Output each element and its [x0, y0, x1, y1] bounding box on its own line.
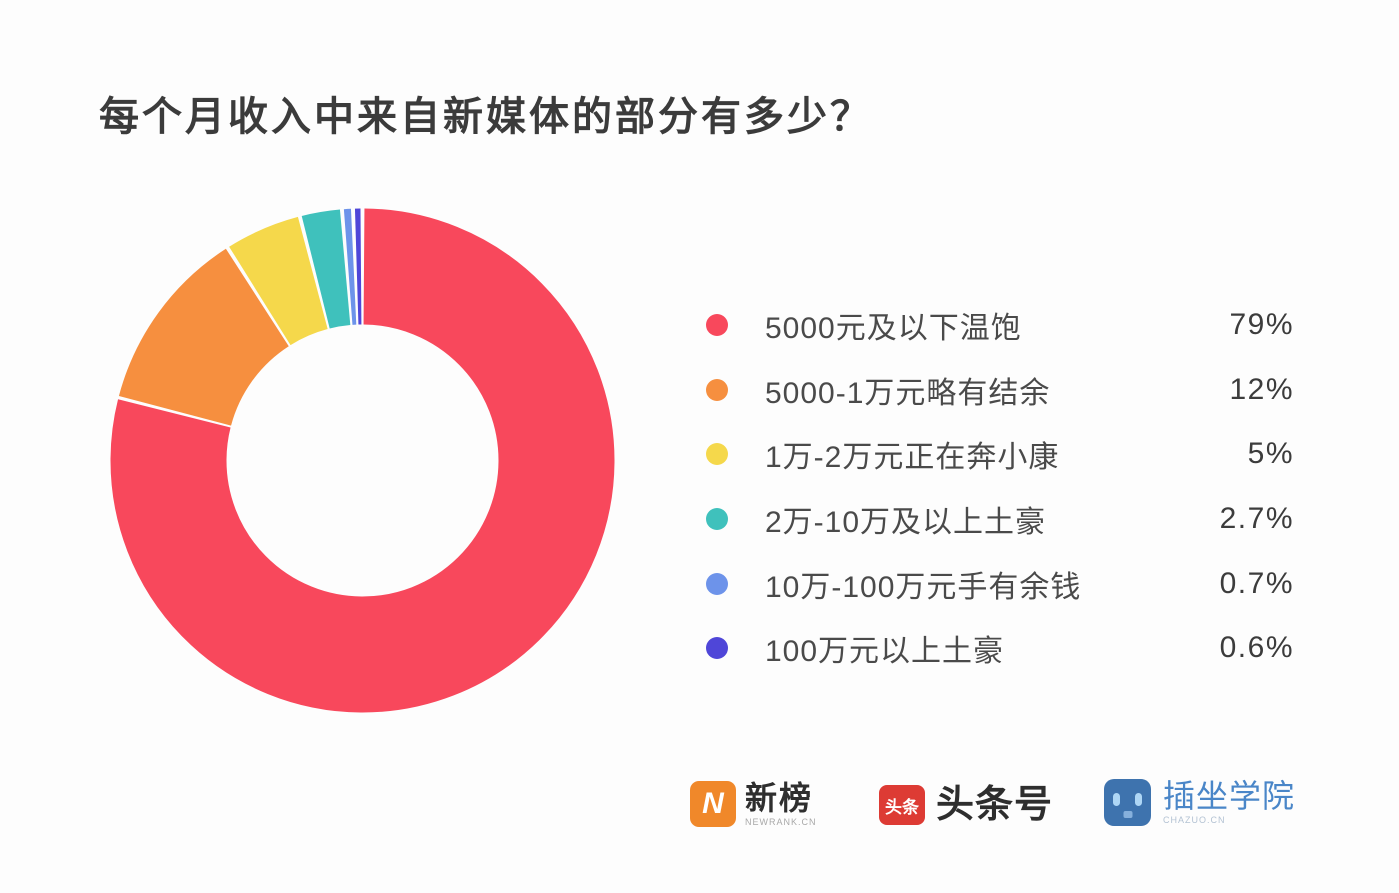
newrank-subtitle: NEWRANK.CN — [745, 816, 817, 827]
legend-item: 1万-2万元正在奔小康 5% — [706, 422, 1294, 487]
legend-label: 10万-100万元手有余钱 — [765, 570, 1082, 604]
legend-value: 0.6% — [1219, 631, 1294, 665]
newrank-title: 新榜 — [745, 779, 814, 816]
legend-dot — [706, 443, 728, 466]
legend-label: 2万-10万及以上土豪 — [765, 506, 1047, 540]
legend-dot — [706, 378, 728, 401]
robot-eye-right — [1135, 793, 1142, 806]
toutiao-logo: 头条 头条号 — [879, 785, 1053, 825]
newrank-mark-letter: N — [702, 787, 724, 820]
donut-segment — [110, 208, 615, 713]
legend-item: 2万-10万及以上土豪 2.7% — [706, 487, 1294, 552]
legend-value: 0.7% — [1219, 566, 1294, 600]
newrank-logo: N 新榜 NEWRANK.CN — [690, 781, 817, 827]
legend-value: 2.7% — [1219, 502, 1294, 536]
legend-dot — [706, 314, 728, 337]
legend-value: 5% — [1247, 437, 1294, 471]
donut-segment — [110, 208, 615, 713]
legend-value: 12% — [1229, 372, 1294, 406]
toutiao-logo-icon: 头条 — [879, 785, 925, 825]
legend-item: 100万元以上土豪 0.6% — [706, 616, 1294, 681]
robot-eye-left — [1113, 793, 1120, 806]
robot-mouth — [1123, 811, 1132, 818]
legend-item: 10万-100万元手有余钱 0.7% — [706, 551, 1294, 616]
donut-segment — [110, 208, 615, 713]
legend-value: 79% — [1229, 308, 1294, 342]
chazuo-logo-text: 插坐学院 CHAZUO.CN — [1163, 780, 1295, 825]
legend-label: 1万-2万元正在奔小康 — [765, 441, 1060, 475]
chart-legend: 5000元及以下温饱 79% 5000-1万元略有结余 12% 1万-2万元正在… — [706, 293, 1294, 681]
chazuo-robot-icon — [1104, 779, 1151, 826]
legend-label: 5000-1万元略有结余 — [765, 376, 1051, 410]
legend-item: 5000-1万元略有结余 12% — [706, 358, 1294, 423]
toutiao-mark-text: 头条 — [885, 797, 919, 817]
legend-dot — [706, 572, 728, 595]
donut-chart — [110, 208, 615, 713]
legend-dot — [706, 637, 728, 660]
chazuo-subtitle: CHAZUO.CN — [1163, 815, 1226, 825]
legend-label: 5000元及以下温饱 — [765, 312, 1022, 346]
legend-dot — [706, 508, 728, 531]
newrank-logo-icon: N — [690, 781, 736, 827]
legend-label: 100万元以上土豪 — [765, 635, 1005, 669]
legend-item: 5000元及以下温饱 79% — [706, 293, 1294, 358]
chazuo-title: 插坐学院 — [1163, 778, 1296, 814]
toutiao-title: 头条号 — [936, 784, 1054, 826]
newrank-logo-text: 新榜 NEWRANK.CN — [745, 782, 817, 827]
donut-segment — [110, 208, 615, 713]
chazuo-logo: 插坐学院 CHAZUO.CN — [1104, 779, 1295, 826]
page-title: 每个月收入中来自新媒体的部分有多少？ — [99, 95, 873, 139]
